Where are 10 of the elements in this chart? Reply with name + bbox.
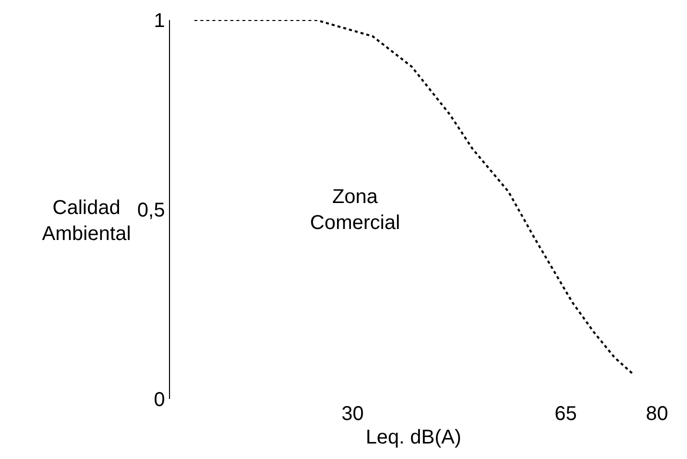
x-tick-label: 80 bbox=[646, 403, 668, 425]
y-tick-label: 0 bbox=[154, 389, 165, 411]
line-series bbox=[193, 20, 635, 376]
y-axis-title: Calidad Ambiental bbox=[42, 197, 131, 245]
x-tick-label: 65 bbox=[554, 403, 577, 425]
y-tick-label: 1 bbox=[154, 10, 165, 32]
y-tick-label: 0,5 bbox=[137, 200, 165, 222]
x-axis-title: Leq. dB(A) bbox=[366, 426, 462, 448]
x-tick-label: 30 bbox=[342, 403, 364, 425]
annotation: Zona Comercial bbox=[310, 186, 400, 234]
